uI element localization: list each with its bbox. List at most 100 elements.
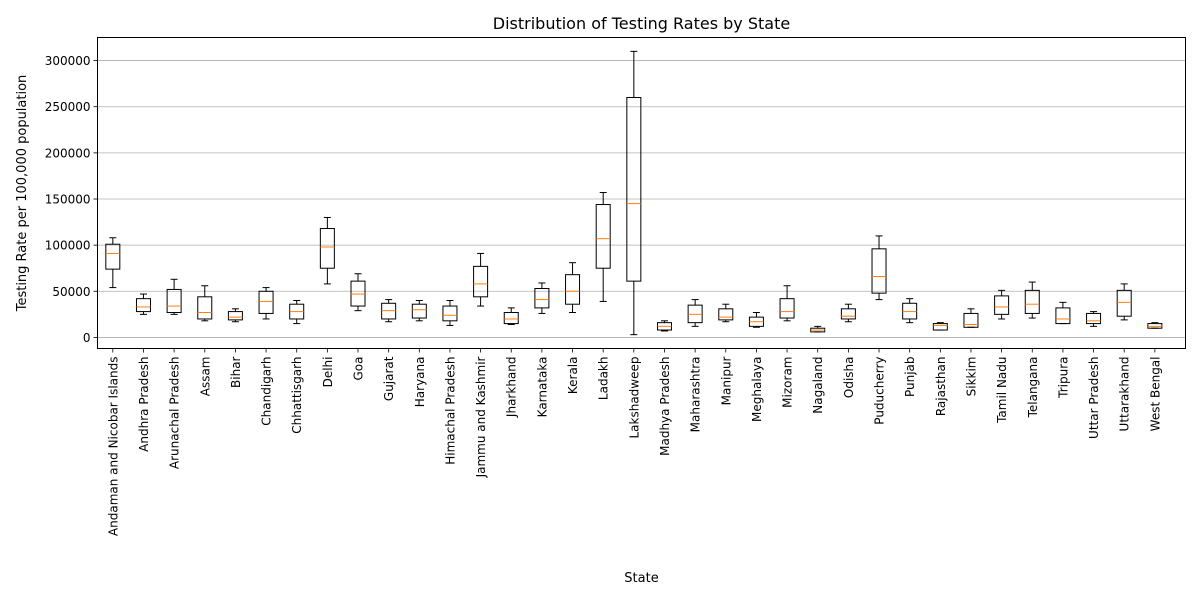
y-tick-label: 250000 bbox=[45, 100, 91, 114]
iqr-box bbox=[932, 323, 948, 331]
chart-title: Distribution of Testing Rates by State bbox=[493, 14, 790, 33]
iqr-box bbox=[1086, 312, 1102, 325]
box-tamil-nadu bbox=[994, 289, 1010, 320]
iqr-box bbox=[135, 298, 151, 313]
x-tick-label: Mizoram bbox=[781, 357, 795, 408]
iqr-box bbox=[503, 312, 519, 325]
x-tick-label: Himachal Pradesh bbox=[443, 357, 457, 465]
x-tick-label: Karnataka bbox=[535, 357, 549, 418]
x-tick-label: West Bengal bbox=[1148, 357, 1162, 432]
iqr-box bbox=[871, 248, 887, 294]
y-tick-label: 0 bbox=[83, 331, 91, 345]
x-tick-label: Chandigarh bbox=[260, 357, 274, 426]
iqr-box bbox=[227, 311, 243, 321]
iqr-box bbox=[718, 308, 734, 321]
box-maharashtra bbox=[687, 299, 703, 327]
x-tick-label: Tamil Nadu bbox=[995, 357, 1009, 424]
iqr-box bbox=[534, 288, 550, 309]
x-tick-label: Assam bbox=[198, 357, 212, 397]
iqr-box bbox=[166, 288, 182, 314]
x-tick-label: Puducherry bbox=[873, 357, 887, 425]
box-madhya-pradesh bbox=[656, 320, 672, 332]
iqr-box bbox=[595, 204, 611, 269]
iqr-box bbox=[963, 312, 979, 328]
box-sikkim bbox=[963, 308, 979, 328]
x-tick-label: Ladakh bbox=[597, 357, 611, 401]
x-tick-label: Lakshadweep bbox=[627, 357, 641, 439]
box-kerala bbox=[565, 262, 581, 314]
iqr-box bbox=[1116, 289, 1132, 317]
x-tick-label: Andhra Pradesh bbox=[137, 357, 151, 452]
x-tick-label: Madhya Pradesh bbox=[658, 357, 672, 456]
box-himachal-pradesh bbox=[442, 300, 458, 326]
iqr-box bbox=[994, 295, 1010, 315]
y-tick-label: 50000 bbox=[52, 285, 90, 299]
iqr-box bbox=[197, 296, 213, 320]
x-tick-label: Haryana bbox=[413, 357, 427, 408]
box-uttarakhand bbox=[1116, 283, 1132, 321]
iqr-box bbox=[626, 96, 642, 282]
x-tick-label: Nagaland bbox=[811, 357, 825, 414]
box-uttar-pradesh bbox=[1086, 311, 1102, 327]
x-tick-label: Uttar Pradesh bbox=[1087, 357, 1101, 439]
x-tick-label: Odisha bbox=[842, 357, 856, 399]
box-punjab bbox=[902, 298, 918, 324]
box-ladakh bbox=[595, 192, 611, 302]
iqr-box bbox=[105, 243, 121, 270]
box-jharkhand bbox=[503, 307, 519, 326]
box-chandigarh bbox=[258, 287, 274, 320]
x-tick-label: Delhi bbox=[321, 357, 335, 388]
iqr-box bbox=[565, 274, 581, 305]
y-tick-label: 200000 bbox=[45, 146, 91, 160]
grid-lines bbox=[97, 60, 1186, 338]
box-puducherry bbox=[871, 235, 887, 301]
iqr-box bbox=[779, 298, 795, 319]
x-tick-label: Arunachal Pradesh bbox=[168, 357, 182, 470]
x-tick-label: Meghalaya bbox=[750, 357, 764, 422]
box-delhi bbox=[319, 216, 335, 285]
plot-frame bbox=[97, 37, 1186, 349]
x-tick-label: Bihar bbox=[229, 356, 243, 388]
x-tick-label: Chhattisgarh bbox=[290, 357, 304, 434]
x-tick-label: Goa bbox=[352, 357, 366, 381]
x-tick-label: Uttarakhand bbox=[1118, 357, 1132, 432]
iqr-box bbox=[411, 303, 427, 319]
box-mizoram bbox=[779, 285, 795, 322]
box-jammu-and-kashmir bbox=[473, 252, 489, 307]
x-tick-label: Manipur bbox=[719, 356, 733, 405]
iqr-box bbox=[840, 308, 856, 320]
y-axis: 0 50000 100000 150000 200000 250000 300000 bbox=[45, 54, 98, 345]
box-odisha bbox=[840, 303, 856, 323]
box-west-bengal bbox=[1147, 322, 1163, 329]
box-bihar bbox=[227, 308, 243, 323]
x-tick-label: Gujarat bbox=[382, 356, 396, 401]
box-nagaland bbox=[810, 325, 826, 333]
iqr-box bbox=[1024, 289, 1040, 314]
box-chhattisgarh bbox=[289, 300, 305, 325]
x-tick-label: Kerala bbox=[566, 357, 580, 395]
x-tick-label: Sikkim bbox=[964, 357, 978, 397]
x-tick-label: Telangana bbox=[1026, 357, 1040, 419]
box-tripura bbox=[1055, 301, 1071, 325]
box-meghalaya bbox=[748, 312, 764, 328]
iqr-box bbox=[319, 228, 335, 269]
x-axis: Andaman and Nicobar Islands Andhra Prades… bbox=[106, 348, 1162, 537]
iqr-box bbox=[258, 290, 274, 314]
iqr-box bbox=[442, 305, 458, 322]
x-tick-label: Punjab bbox=[903, 357, 917, 398]
box-andhra-pradesh bbox=[135, 293, 151, 315]
box-gujarat bbox=[381, 299, 397, 323]
iqr-box bbox=[1055, 307, 1071, 325]
box-arunachal-pradesh bbox=[166, 278, 182, 315]
x-tick-label: Andaman and Nicobar Islands bbox=[106, 357, 120, 537]
box-rajasthan bbox=[932, 322, 948, 331]
x-tick-label: Tripura bbox=[1056, 357, 1070, 399]
y-tick-label: 300000 bbox=[45, 54, 91, 68]
y-tick-label: 100000 bbox=[45, 239, 91, 253]
box-andaman-and-nicobar-islands bbox=[105, 237, 121, 289]
iqr-box bbox=[473, 265, 489, 298]
x-axis-label: State bbox=[624, 571, 658, 586]
box-goa bbox=[350, 273, 366, 312]
y-axis-label: Testing Rate per 100,000 population bbox=[15, 75, 30, 313]
